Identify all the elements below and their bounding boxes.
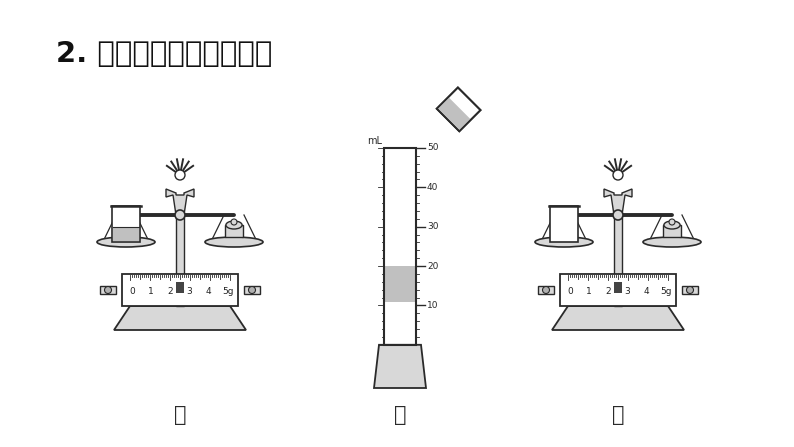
FancyBboxPatch shape [560, 274, 676, 306]
Ellipse shape [664, 221, 680, 229]
Text: 丙: 丙 [611, 405, 624, 425]
Text: 2: 2 [168, 287, 173, 296]
Text: mL: mL [367, 136, 382, 146]
Text: 0: 0 [129, 287, 135, 296]
Text: 10: 10 [427, 301, 438, 310]
Bar [614, 282, 622, 293]
Bar [176, 282, 184, 293]
Ellipse shape [205, 237, 263, 247]
Text: 甲: 甲 [174, 405, 187, 425]
Text: 30: 30 [427, 222, 438, 231]
FancyBboxPatch shape [122, 274, 238, 306]
Ellipse shape [643, 237, 701, 247]
Polygon shape [437, 88, 480, 131]
Text: 2. 实验：测量液体的密度: 2. 实验：测量液体的密度 [56, 40, 272, 68]
Polygon shape [604, 189, 632, 215]
Ellipse shape [97, 237, 155, 247]
Ellipse shape [226, 221, 242, 229]
Text: 4: 4 [206, 287, 212, 296]
Bar [614, 215, 622, 306]
Text: 20: 20 [427, 261, 438, 270]
Text: 50: 50 [427, 143, 438, 152]
Text: 0: 0 [567, 287, 573, 296]
Text: 3: 3 [625, 287, 630, 296]
Bar [385, 266, 415, 302]
Polygon shape [166, 189, 194, 215]
Bar [663, 225, 681, 237]
Text: 4: 4 [644, 287, 649, 296]
Text: 1: 1 [148, 287, 154, 296]
Polygon shape [374, 345, 426, 388]
Bar [112, 206, 140, 242]
Bar [384, 148, 416, 345]
Text: 3: 3 [187, 287, 192, 296]
Circle shape [669, 219, 675, 225]
Bar [225, 225, 243, 237]
Text: 2: 2 [606, 287, 611, 296]
Circle shape [613, 170, 623, 180]
Bar [538, 286, 554, 294]
Text: 1: 1 [586, 287, 592, 296]
Circle shape [105, 287, 111, 294]
Circle shape [231, 219, 237, 225]
Circle shape [175, 210, 185, 220]
Text: 5g: 5g [222, 287, 233, 296]
Polygon shape [552, 306, 684, 330]
Polygon shape [114, 306, 246, 330]
Text: 乙: 乙 [394, 405, 407, 425]
Ellipse shape [535, 237, 593, 247]
Bar [176, 215, 184, 306]
Circle shape [687, 287, 693, 294]
Text: 40: 40 [427, 183, 438, 192]
Bar [244, 286, 260, 294]
Bar [100, 286, 116, 294]
Bar [113, 227, 139, 241]
Polygon shape [438, 98, 470, 130]
Text: 5g: 5g [661, 287, 672, 296]
Circle shape [542, 287, 549, 294]
Circle shape [613, 210, 623, 220]
Circle shape [249, 287, 256, 294]
Circle shape [175, 170, 185, 180]
Bar [550, 206, 578, 242]
Bar [682, 286, 698, 294]
